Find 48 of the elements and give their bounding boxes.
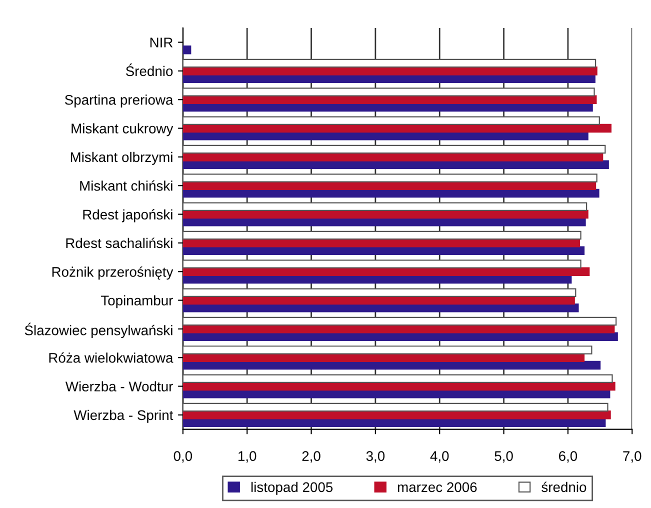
bar xyxy=(182,116,600,126)
x-tick-label: 3,0 xyxy=(366,451,385,463)
y-tick-label: Róża wielokwiatowa xyxy=(49,352,174,363)
x-tick-label: 6,0 xyxy=(559,451,578,463)
bar xyxy=(182,316,617,326)
y-tick-label: Rdest japoński xyxy=(83,209,172,222)
bar xyxy=(182,402,608,412)
x-tick-label: 5,0 xyxy=(494,451,513,463)
y-tick-label: Miskant cukrowy xyxy=(72,123,174,136)
y-tick-label: Topinambur xyxy=(100,295,173,308)
x-tick-label: 7,0 xyxy=(623,451,642,463)
bar xyxy=(182,230,582,240)
y-tick-label: Rdest sachaliński xyxy=(66,238,172,248)
x-tick-label: 1,0 xyxy=(238,451,256,463)
y-tick-label: Miskant olbrzymi xyxy=(70,152,172,165)
bar xyxy=(182,88,595,96)
bar xyxy=(182,304,579,312)
bar xyxy=(182,410,611,420)
y-tick-label: Wierzba - Wodtur xyxy=(65,381,173,392)
bar xyxy=(182,218,586,226)
bar xyxy=(182,202,588,211)
bar xyxy=(182,174,598,182)
bar xyxy=(182,238,580,248)
y-tick-label: Średnio xyxy=(126,64,173,76)
y-tick-label: NIR xyxy=(150,38,173,48)
bar xyxy=(182,46,192,54)
bar xyxy=(182,66,598,76)
bar xyxy=(182,374,613,383)
bar xyxy=(182,390,610,398)
x-tick-label: 4,0 xyxy=(430,451,449,463)
legend-label: średnio xyxy=(542,482,586,492)
bar xyxy=(182,324,615,334)
y-tick-label: Ślazowiec pensylwański xyxy=(24,322,172,338)
bar xyxy=(182,132,588,140)
bar xyxy=(182,58,596,68)
y-tick-label: Wierzba - Sprint xyxy=(74,410,174,423)
bar xyxy=(182,288,576,297)
bar xyxy=(182,260,582,268)
y-tick-label: Spartina preriowa xyxy=(64,94,174,108)
legend-label: listopad 2005 xyxy=(251,482,333,495)
bar xyxy=(182,152,604,162)
bar xyxy=(182,346,592,354)
x-tick-label: 0,0 xyxy=(174,451,192,463)
legend-label: marzec 2006 xyxy=(398,482,477,492)
y-tick-label: Rożnik przerośnięty xyxy=(52,266,174,280)
bar xyxy=(182,144,606,154)
y-tick-label: Miskant chiński xyxy=(80,180,172,191)
x-tick-label: 2,0 xyxy=(302,451,320,463)
